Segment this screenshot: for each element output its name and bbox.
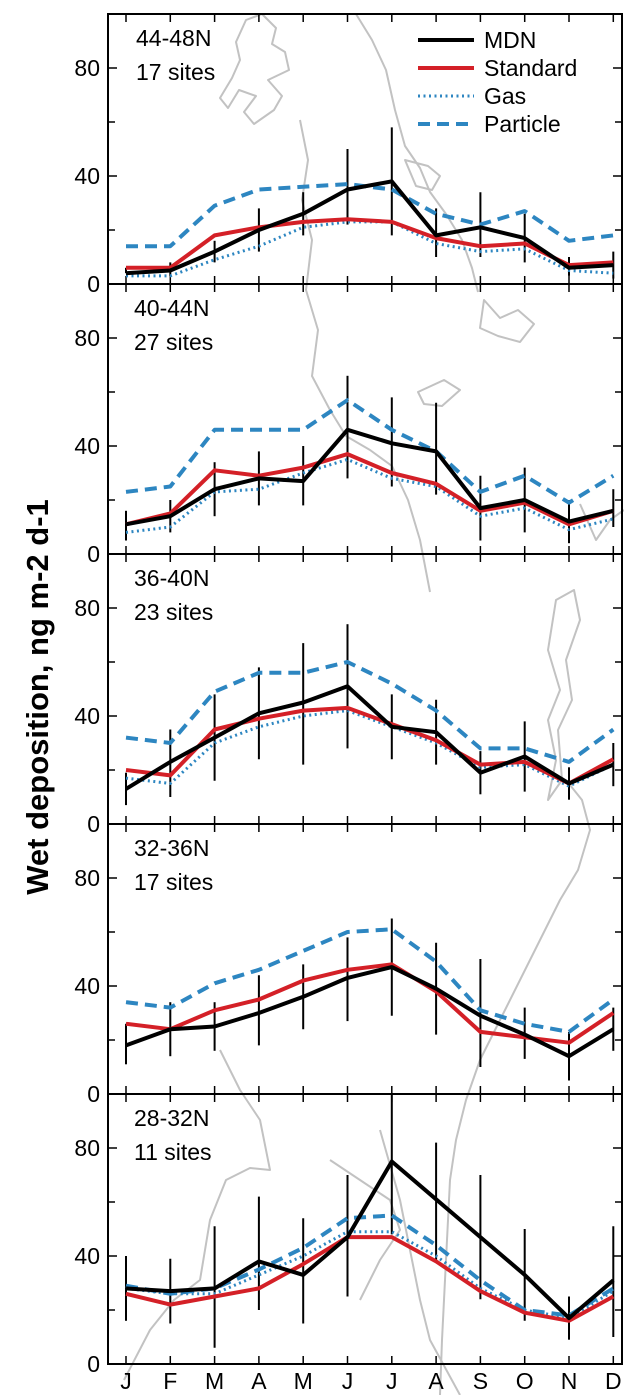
series-line-particle: [125, 660, 615, 764]
y-tick-label: 80: [74, 325, 100, 351]
x-tick-label: J: [386, 1368, 398, 1394]
panel-region-label: 44-48N: [136, 25, 211, 51]
map-bay: [547, 589, 581, 801]
panel-sites-label: 17 sites: [136, 59, 215, 85]
x-tick-label: J: [342, 1368, 354, 1394]
map-coast-south: [439, 779, 591, 1395]
map-coastline-north: [355, 13, 479, 293]
y-tick-label: 0: [87, 271, 100, 297]
y-tick-label: 40: [74, 433, 100, 459]
series-line-standard: [125, 1235, 615, 1323]
y-tick-label: 40: [74, 1243, 100, 1269]
series-line-particle: [125, 927, 615, 1034]
series-line-standard: [125, 962, 615, 1045]
panel-sites-label: 11 sites: [134, 1139, 212, 1165]
y-tick-label: 0: [87, 811, 100, 837]
series-line-gas: [125, 962, 615, 1045]
series-line-particle: [126, 182, 614, 249]
panel-28-32N: 0 40 80 28-32N 11 sites: [74, 1093, 623, 1377]
x-tick-label: D: [605, 1368, 622, 1394]
series-line-gas: [126, 220, 614, 278]
map-lake-c: [417, 379, 461, 407]
series-line-gas: [125, 1230, 615, 1320]
map-lake-a: [404, 159, 441, 191]
panel-frame: [107, 553, 623, 825]
y-tick-label: 80: [74, 1135, 100, 1161]
x-tick-label: F: [163, 1368, 177, 1394]
series-line-gas: [125, 458, 614, 534]
y-tick-label: 40: [74, 703, 100, 729]
map-peninsula: [299, 119, 431, 593]
y-tick-label: 80: [74, 55, 100, 81]
y-tick-label: 0: [87, 1081, 100, 1107]
series-line-particle: [125, 398, 615, 505]
panel-sites-label: 17 sites: [134, 869, 213, 895]
panel-region-label: 28-32N: [134, 1105, 209, 1131]
panel-40-44N: 0 40 80 40-44N 27 sites: [74, 283, 623, 567]
y-tick-label: 80: [74, 595, 100, 621]
map-lake-b: [479, 299, 535, 343]
y-tick-label: 40: [74, 163, 100, 189]
panel-32-36N: 0 40 80 32-36N 17 sites: [74, 823, 623, 1107]
panel-frame: [107, 823, 623, 1095]
panel-sites-label: 27 sites: [134, 329, 213, 355]
legend-label-mdn: MDN: [484, 27, 536, 53]
series-line-gas: [125, 709, 614, 788]
y-tick-label: 0: [87, 541, 100, 567]
map-coastline-lakes: [219, 13, 290, 125]
panel-region-label: 36-40N: [134, 565, 209, 591]
series-line-mdn: [125, 427, 614, 527]
panel-region-label: 32-36N: [134, 835, 209, 861]
panel-frame: [107, 1093, 623, 1365]
x-tick-label: M: [205, 1368, 224, 1394]
y-tick-label: 40: [74, 973, 100, 999]
x-tick-label: J: [120, 1368, 132, 1394]
series-line-standard: [125, 705, 615, 786]
legend-label-particle: Particle: [484, 111, 561, 137]
panel-36-40N: 0 40 80 36-40N 23 sites: [74, 553, 623, 837]
series-line-mdn: [124, 684, 615, 791]
map-florida: [379, 1129, 461, 1395]
x-tick-label: A: [428, 1368, 444, 1394]
x-tick-label: N: [561, 1368, 578, 1394]
legend-label-gas: Gas: [484, 83, 526, 109]
map-gulf-coast: [123, 1049, 271, 1381]
series-line-mdn: [125, 965, 615, 1059]
legend-label-standard: Standard: [484, 55, 577, 81]
y-tick-label: 0: [87, 1351, 100, 1377]
x-tick-label: M: [294, 1368, 313, 1394]
map-gulf-inner: [329, 1159, 401, 1301]
panel-sites-label: 23 sites: [134, 599, 213, 625]
panel-44-48N: 0 40 80 44-48N 17 sites: [74, 13, 623, 297]
x-tick-label: O: [516, 1368, 534, 1394]
panel-region-label: 40-44N: [134, 295, 209, 321]
series-line-standard: [125, 452, 614, 527]
chart-panels: 0 40 80 44-48N 17 sites 0 40 80 40-44N 27 sites 0 4…: [74, 13, 623, 1394]
x-tick-label: A: [251, 1368, 267, 1394]
y-axis-label: Wet deposition, ng m-2 d-1: [20, 499, 55, 895]
series-line-mdn: [125, 1159, 615, 1321]
x-tick-label: S: [473, 1368, 488, 1394]
series-line-standard: [126, 217, 614, 270]
y-tick-label: 80: [74, 865, 100, 891]
map-east-coast: [579, 503, 624, 541]
series-line-mdn: [125, 179, 614, 276]
